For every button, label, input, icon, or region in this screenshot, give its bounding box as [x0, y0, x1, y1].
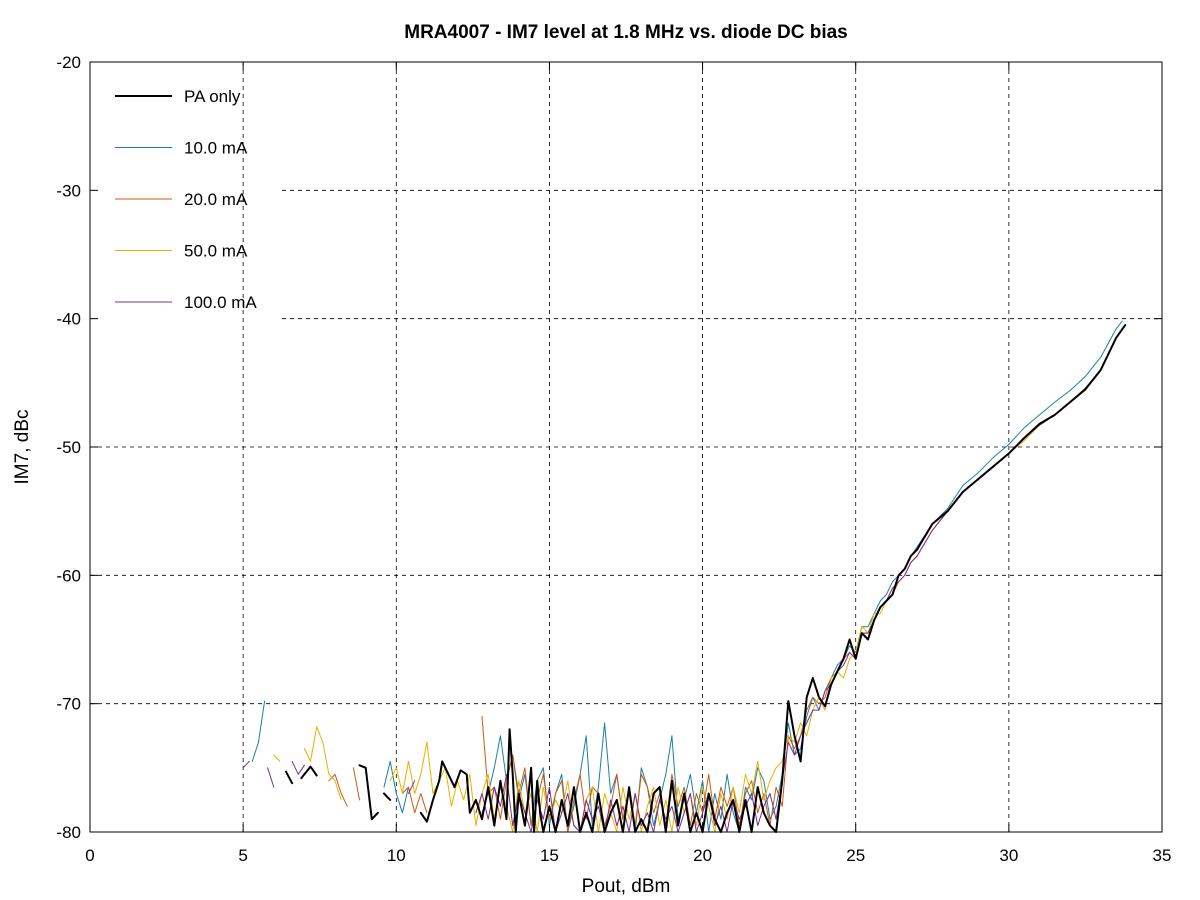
x-tick-label: 15 [540, 846, 559, 865]
legend-label: 20.0 mA [184, 190, 248, 209]
grid [90, 62, 1162, 832]
y-tick-label: -50 [56, 438, 81, 457]
y-axis-label: IM7, dBc [12, 410, 33, 485]
series-line [285, 324, 1127, 833]
series-line [242, 324, 1126, 833]
y-tick-label: -70 [56, 695, 81, 714]
legend: PA only 10.0 mA 20.0 mA 50.0 mA 100.0 mA [115, 87, 257, 312]
x-tick-label: 25 [846, 846, 865, 865]
x-axis-label: Pout, dBm [582, 876, 671, 897]
x-tick-label: 0 [85, 846, 94, 865]
y-tick-label: -40 [56, 310, 81, 329]
x-tick-label: 35 [1153, 846, 1172, 865]
y-tick-label: -30 [56, 181, 81, 200]
x-tick-label: 10 [387, 846, 406, 865]
y-tick-label: -20 [56, 53, 81, 72]
legend-label: 10.0 mA [184, 139, 248, 158]
series-line [328, 324, 1126, 833]
y-tick-label: -60 [56, 566, 81, 585]
legend-label: 50.0 mA [184, 242, 248, 261]
x-tick-label: 5 [238, 846, 247, 865]
x-tick-label: 20 [693, 846, 712, 865]
x-tick-label: 30 [999, 846, 1018, 865]
legend-label: 100.0 mA [184, 293, 257, 312]
chart-title: MRA4007 - IM7 level at 1.8 MHz vs. diode… [404, 22, 847, 43]
legend-label: PA only [184, 87, 241, 106]
plot-frame [89, 61, 1163, 833]
x-tick-labels: 0 5 10 15 20 25 30 35 [85, 846, 1171, 865]
series-group [242, 320, 1127, 833]
y-tick-label: -80 [56, 823, 81, 842]
y-tick-labels: -20 -30 -40 -50 -60 -70 -80 [56, 53, 81, 842]
